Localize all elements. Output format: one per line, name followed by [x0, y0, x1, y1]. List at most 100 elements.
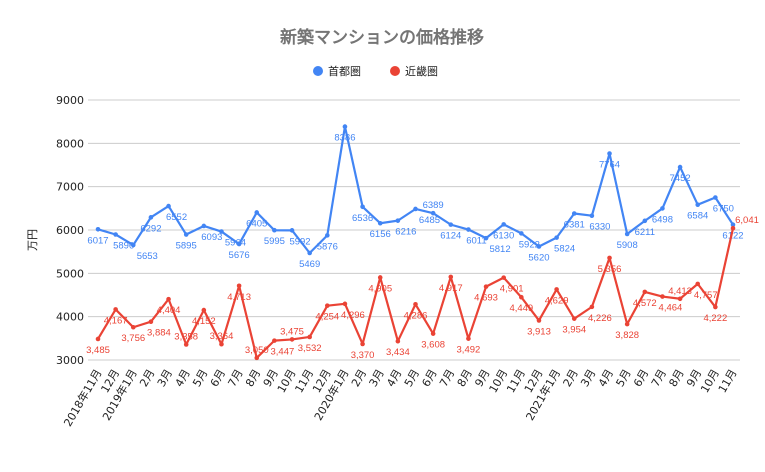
- data-label: 3,475: [280, 326, 304, 337]
- data-label: 6,041: [735, 215, 759, 226]
- legend-marker-1: [390, 66, 400, 76]
- data-label: 4,901: [500, 284, 524, 295]
- data-point: [325, 303, 330, 308]
- x-tick-label: 2月: [137, 367, 157, 389]
- data-label: 6216: [395, 227, 416, 238]
- data-label: 5992: [289, 236, 310, 247]
- y-tick-label: 3000: [56, 354, 84, 367]
- data-point: [677, 164, 683, 170]
- data-point: [307, 250, 312, 256]
- data-point: [342, 124, 348, 129]
- data-label: 5908: [617, 240, 638, 251]
- data-label: 3,434: [386, 347, 410, 358]
- x-tick-label: 3月: [578, 367, 598, 389]
- x-tick-label: 5月: [190, 367, 210, 389]
- data-point: [183, 342, 189, 347]
- x-tick-label: 5月: [614, 367, 634, 389]
- data-label: 6750: [713, 204, 734, 215]
- data-label: 6122: [722, 231, 743, 242]
- data-point: [272, 227, 277, 233]
- data-point: [166, 296, 171, 302]
- legend-label-0: 首都圏: [328, 64, 361, 78]
- data-label: 5653: [137, 251, 158, 262]
- data-label: 5964: [225, 238, 246, 249]
- data-label: 4,757: [694, 290, 718, 301]
- data-label: 5824: [554, 244, 575, 255]
- data-point: [377, 220, 383, 226]
- data-point: [413, 301, 418, 307]
- data-label: 4,296: [341, 310, 365, 321]
- data-label: 4,167: [104, 315, 128, 326]
- y-tick-label: 7000: [56, 181, 84, 194]
- data-label: 4,572: [633, 298, 657, 309]
- data-label: 3,050: [245, 345, 269, 356]
- data-point: [448, 274, 454, 280]
- data-point: [466, 227, 471, 232]
- data-label: 5676: [229, 250, 250, 261]
- y-tick-label: 6000: [56, 224, 84, 237]
- data-point: [113, 232, 118, 237]
- data-point: [183, 232, 189, 237]
- data-label: 4,286: [404, 310, 428, 321]
- data-label: 4,917: [439, 283, 463, 294]
- data-point: [413, 206, 418, 212]
- data-point: [519, 231, 524, 236]
- data-point: [554, 235, 559, 240]
- x-tick-label: 11月: [716, 367, 740, 395]
- y-tick-label: 4000: [56, 311, 84, 324]
- data-label: 3,370: [351, 350, 375, 361]
- data-point: [607, 151, 612, 156]
- data-point: [148, 319, 154, 324]
- data-point: [624, 321, 630, 327]
- data-label: 3,954: [562, 325, 586, 336]
- x-tick-label: 2018年11月: [60, 367, 104, 429]
- x-tick-label: 4月: [596, 367, 616, 389]
- x-tick-label: 3月: [367, 367, 387, 389]
- data-point: [360, 204, 365, 210]
- data-point: [254, 210, 260, 215]
- data-label: 6381: [564, 219, 585, 230]
- data-label: 6124: [440, 231, 461, 242]
- data-label: 6330: [589, 222, 610, 233]
- x-tick-label: 2月: [349, 367, 369, 389]
- x-tick-label: 6月: [419, 367, 439, 389]
- x-tick-label: 7月: [437, 367, 457, 389]
- data-point: [730, 225, 736, 231]
- data-point: [325, 233, 330, 238]
- data-label: 4,629: [545, 295, 569, 306]
- data-point: [148, 215, 154, 220]
- data-point: [501, 275, 506, 280]
- data-point: [95, 226, 101, 232]
- data-point: [430, 210, 436, 216]
- data-point: [554, 287, 559, 292]
- data-point: [272, 338, 277, 343]
- data-label: 4,254: [315, 312, 339, 323]
- data-label: 7764: [599, 160, 620, 171]
- x-tick-label: 4月: [384, 367, 404, 389]
- data-label: 6011: [466, 236, 486, 247]
- data-point: [677, 296, 683, 302]
- data-label: 4,905: [368, 283, 392, 294]
- data-label: 3,608: [421, 340, 445, 351]
- data-point: [607, 255, 612, 261]
- data-point: [201, 307, 207, 313]
- data-point: [713, 195, 718, 200]
- data-point: [254, 355, 260, 361]
- x-tick-label: 2月: [561, 367, 581, 389]
- data-label: 3,828: [615, 330, 639, 341]
- data-label: 6536: [352, 213, 373, 224]
- data-label: 3,358: [174, 331, 198, 342]
- data-label: 4,464: [659, 303, 683, 314]
- data-point: [501, 222, 506, 227]
- data-point: [589, 213, 595, 218]
- x-tick-label: 8月: [666, 367, 686, 389]
- data-point: [695, 202, 701, 207]
- data-label: 4,693: [474, 293, 498, 304]
- data-point: [483, 284, 489, 289]
- data-label: 3,913: [527, 326, 551, 337]
- data-point: [713, 304, 718, 310]
- data-label: 3,485: [86, 345, 110, 356]
- data-point: [342, 301, 348, 307]
- data-label: 3,884: [147, 328, 171, 339]
